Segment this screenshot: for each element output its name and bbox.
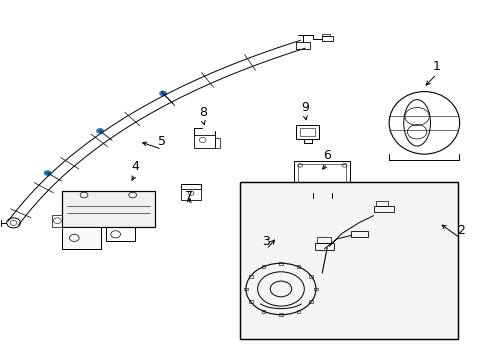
Bar xyxy=(296,265,300,268)
Bar xyxy=(296,310,300,312)
Bar xyxy=(239,182,458,339)
Bar xyxy=(295,125,319,139)
Text: 6: 6 xyxy=(323,149,330,162)
Bar xyxy=(322,36,332,41)
Bar xyxy=(299,128,315,136)
Bar xyxy=(317,237,330,243)
Bar xyxy=(62,227,101,249)
Bar xyxy=(375,202,387,206)
Bar xyxy=(261,265,265,268)
Bar xyxy=(215,138,220,148)
Bar xyxy=(295,42,309,49)
Bar xyxy=(248,300,252,303)
Bar xyxy=(194,135,215,148)
Text: 7: 7 xyxy=(184,190,192,203)
Bar xyxy=(313,288,317,291)
Text: 8: 8 xyxy=(199,106,207,119)
Bar xyxy=(322,33,329,36)
Bar xyxy=(248,275,252,278)
Text: 1: 1 xyxy=(432,60,440,73)
Bar xyxy=(52,215,62,227)
Bar xyxy=(314,243,334,249)
Bar xyxy=(279,262,283,265)
Bar xyxy=(239,182,458,339)
Text: 9: 9 xyxy=(301,101,308,114)
Circle shape xyxy=(159,90,166,96)
Bar xyxy=(181,189,201,200)
Bar xyxy=(298,164,346,190)
Text: 3: 3 xyxy=(262,235,270,248)
Text: 5: 5 xyxy=(158,135,165,148)
Bar xyxy=(244,288,247,291)
Bar xyxy=(62,192,154,227)
Text: 4: 4 xyxy=(131,160,139,173)
Text: 2: 2 xyxy=(456,224,464,237)
Bar xyxy=(261,310,265,312)
Bar xyxy=(62,192,154,227)
Circle shape xyxy=(96,128,104,134)
Bar xyxy=(62,227,101,249)
Bar xyxy=(279,313,283,316)
Bar xyxy=(294,161,349,193)
Circle shape xyxy=(43,170,51,176)
Bar xyxy=(309,275,313,278)
Bar xyxy=(106,227,135,242)
Bar xyxy=(309,300,313,303)
Bar xyxy=(373,206,393,212)
Bar xyxy=(351,231,368,237)
